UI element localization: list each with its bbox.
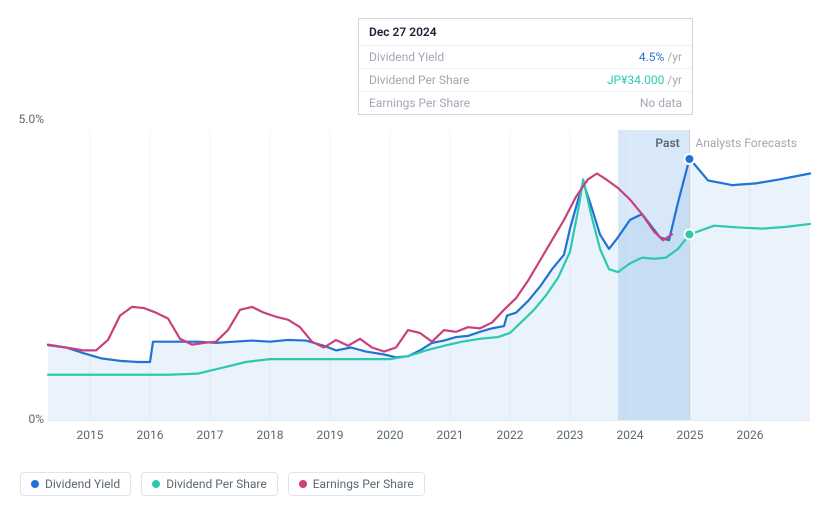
- x-tick-label: 2016: [137, 428, 164, 442]
- y-tick-max: 5.0%: [4, 112, 44, 126]
- legend-label: Dividend Per Share: [166, 477, 267, 491]
- chart-tooltip: Dec 27 2024 Dividend Yield4.5% /yrDivide…: [358, 18, 693, 115]
- x-tick-label: 2022: [497, 428, 524, 442]
- tooltip-row: Earnings Per ShareNo data: [359, 91, 692, 114]
- x-tick-label: 2026: [737, 428, 764, 442]
- x-tick-label: 2017: [197, 428, 224, 442]
- y-tick-min: 0%: [4, 412, 44, 426]
- legend-dot-icon: [152, 480, 160, 488]
- legend-dot-icon: [31, 480, 39, 488]
- x-tick-label: 2021: [437, 428, 464, 442]
- legend-label: Dividend Yield: [45, 477, 120, 491]
- legend-item[interactable]: Dividend Per Share: [141, 472, 278, 496]
- legend-dot-icon: [299, 480, 307, 488]
- chart-legend: Dividend Yield Dividend Per Share Earnings…: [20, 472, 425, 496]
- x-tick-label: 2023: [557, 428, 584, 442]
- x-tick-label: 2025: [677, 428, 704, 442]
- x-tick-label: 2015: [77, 428, 104, 442]
- tooltip-row: Dividend Per ShareJP¥34.000 /yr: [359, 68, 692, 91]
- chart-area: 5.0% 0% Past Analysts Forecasts 2015 2016…: [0, 0, 821, 460]
- tooltip-row: Dividend Yield4.5% /yr: [359, 45, 692, 68]
- x-tick-label: 2024: [617, 428, 644, 442]
- x-tick-label: 2019: [317, 428, 344, 442]
- x-tick-label: 2018: [257, 428, 284, 442]
- tooltip-date: Dec 27 2024: [359, 19, 692, 45]
- region-label-forecast: Analysts Forecasts: [695, 136, 797, 150]
- legend-label: Earnings Per Share: [313, 477, 414, 491]
- legend-item[interactable]: Earnings Per Share: [288, 472, 425, 496]
- legend-item[interactable]: Dividend Yield: [20, 472, 131, 496]
- x-tick-label: 2020: [377, 428, 404, 442]
- region-label-past: Past: [655, 136, 679, 150]
